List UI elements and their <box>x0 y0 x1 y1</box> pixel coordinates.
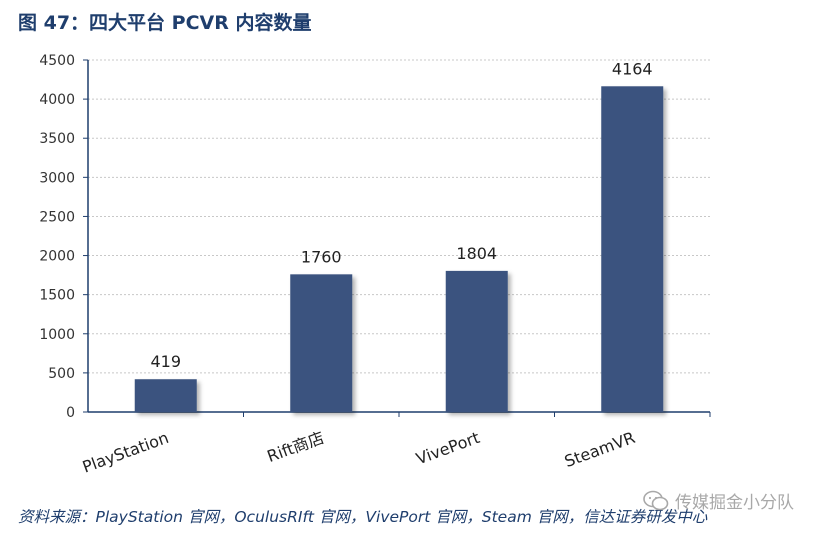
source-note: 资料来源：PlayStation 官网，OculusRIft 官网，VivePo… <box>18 508 708 526</box>
y-tick-label: 1000 <box>39 327 75 343</box>
data-label: 419 <box>150 352 181 371</box>
bar <box>134 379 197 412</box>
y-tick-label: 3500 <box>39 131 75 147</box>
data-label: 1804 <box>456 244 497 263</box>
figure-title: 图 47：四大平台 PCVR 内容数量 <box>18 12 312 34</box>
x-tick-label: SteamVR <box>562 428 638 471</box>
bar <box>601 86 664 413</box>
x-tick-label: VivePort <box>414 428 483 468</box>
bar <box>290 274 353 412</box>
watermark-text: 传媒掘金小分队 <box>675 493 794 513</box>
x-tick-label: PlayStation <box>80 428 171 477</box>
watermark: 传媒掘金小分队 <box>643 488 794 513</box>
y-tick-label: 2500 <box>39 209 75 225</box>
bar <box>445 270 508 412</box>
y-tick-label: 500 <box>48 366 75 382</box>
wechat-icon <box>643 490 669 512</box>
data-label: 4164 <box>612 59 653 78</box>
y-tick-label: 4000 <box>39 92 75 108</box>
y-tick-label: 2000 <box>39 249 75 265</box>
y-tick-label: 3000 <box>39 170 75 186</box>
data-label: 1760 <box>301 247 342 266</box>
y-tick-label: 4500 <box>39 53 75 69</box>
x-tick-label: Rift商店 <box>264 428 326 466</box>
y-tick-label: 0 <box>66 405 75 421</box>
y-tick-label: 1500 <box>39 288 75 304</box>
